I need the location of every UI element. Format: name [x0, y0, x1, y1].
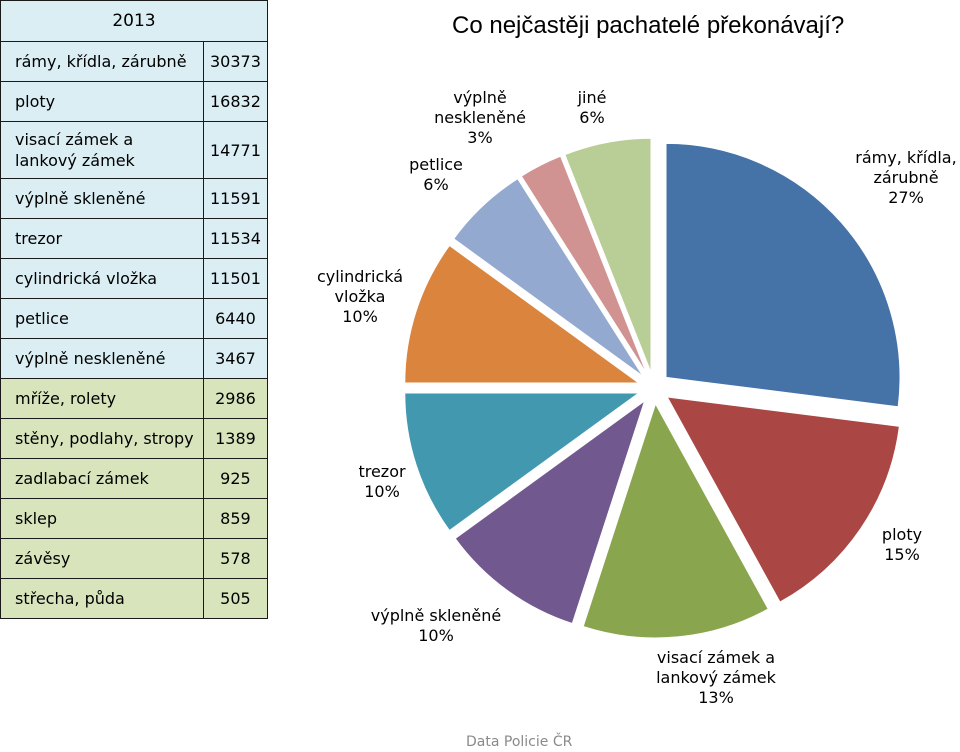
pie-chart [404, 137, 901, 639]
table-row-label: petlice [0, 298, 204, 339]
chart-title: Co nejčastěji pachatelé překonávají? [452, 12, 845, 39]
pie-slice [404, 244, 641, 384]
table-row-label: sklep [0, 498, 204, 539]
table-row: výplně skleněné 11591 [0, 178, 268, 219]
table-row-value: 3467 [203, 338, 268, 379]
slice-label-name: trezor [358, 462, 406, 481]
table-row-label: výplně skleněné [0, 178, 204, 219]
slice-label-percent: 3% [467, 128, 493, 147]
slice-label-percent: 10% [342, 307, 378, 326]
data-table: 2013 rámy, křídla, zárubně 30373 ploty 1683… [0, 0, 268, 619]
table-row-value: 14771 [203, 121, 268, 179]
table-row-value: 6440 [203, 298, 268, 339]
slice-label: výplně neskleněné 3% [430, 88, 530, 148]
slice-label-name: cylindrická vložka [316, 267, 404, 306]
table-row-label: zadlabací zámek [0, 458, 204, 499]
table-row: závěsy 578 [0, 538, 268, 579]
table-row: zadlabací zámek 925 [0, 458, 268, 499]
table-row: cylindrická vložka 11501 [0, 258, 268, 299]
table-row-label: střecha, půda [0, 578, 204, 619]
slice-label: trezor 10% [358, 462, 405, 502]
table-row-label: výplně neskleněné [0, 338, 204, 379]
slice-label-percent: 10% [418, 626, 454, 645]
slice-label-name: rámy, křídla, zárubně [855, 148, 957, 187]
table-row: mříže, rolety 2986 [0, 378, 268, 419]
slice-label-name: visací zámek a lankový zámek [656, 648, 776, 687]
slice-label-percent: 6% [579, 108, 605, 127]
table-row-label: stěny, podlahy, stropy [0, 418, 204, 459]
table-row-value: 30373 [203, 41, 268, 82]
table-row-label: rámy, křídla, zárubně [0, 41, 204, 82]
table-row-label: mříže, rolety [0, 378, 204, 419]
slice-label-name: výplně skleněné [370, 606, 502, 625]
pie-slice [404, 392, 641, 532]
table-row: visací zámek a lankový zámek 14771 [0, 121, 268, 179]
table-row-value: 2986 [203, 378, 268, 419]
slice-label: rámy, křídla, zárubně 27% [851, 148, 960, 208]
table-row-value: 11591 [203, 178, 268, 219]
slice-label: petlice 6% [409, 155, 463, 195]
table-year-header: 2013 [0, 0, 268, 42]
slice-label: visací zámek a lankový zámek 13% [646, 648, 786, 708]
table-row-label: ploty [0, 81, 204, 122]
table-row-value: 505 [203, 578, 268, 619]
pie-slice [520, 155, 648, 375]
table-row-value: 578 [203, 538, 268, 579]
slice-label: cylindrická vložka 10% [310, 267, 410, 327]
slice-label-name: výplně neskleněné [434, 88, 526, 127]
slice-label: jiné 6% [578, 88, 607, 128]
table-row: ploty 16832 [0, 81, 268, 122]
table-row: trezor 11534 [0, 218, 268, 259]
table-row: stěny, podlahy, stropy 1389 [0, 418, 268, 459]
table-row-value: 11534 [203, 218, 268, 259]
table-row: petlice 6440 [0, 298, 268, 339]
table-row-value: 16832 [203, 81, 268, 122]
pie-slice [665, 142, 901, 408]
pie-slice [454, 399, 646, 625]
slice-label: výplně skleněné 10% [371, 606, 501, 646]
table-row-label: cylindrická vložka [0, 258, 204, 299]
table-row: střecha, půda 505 [0, 578, 268, 619]
slice-label-name: ploty [881, 525, 923, 544]
table-row: sklep 859 [0, 498, 268, 539]
source-note: Data Policie ČR [466, 734, 573, 750]
slice-label-percent: 13% [698, 688, 734, 707]
table-row-value: 1389 [203, 418, 268, 459]
slice-label-percent: 10% [364, 482, 400, 501]
table-row: výplně neskleněné 3467 [0, 338, 268, 379]
pie-slice [666, 396, 900, 603]
slice-label-percent: 15% [884, 545, 920, 564]
slice-label-percent: 27% [888, 188, 924, 207]
pie-slice [582, 402, 769, 639]
pie-slice [453, 178, 644, 377]
table-row-label: visací zámek a lankový zámek [0, 121, 204, 179]
table-row: rámy, křídla, zárubně 30373 [0, 41, 268, 82]
table-row-value: 925 [203, 458, 268, 499]
table-row-label: trezor [0, 218, 204, 259]
slice-label-percent: 6% [423, 175, 449, 194]
table-row-label: závěsy [0, 538, 204, 579]
table-row-value: 859 [203, 498, 268, 539]
table-row-value: 11501 [203, 258, 268, 299]
slice-label-name: jiné [577, 88, 607, 107]
pie-slice [564, 137, 652, 373]
slice-label-name: petlice [409, 155, 463, 174]
slice-label: ploty 15% [882, 525, 922, 565]
